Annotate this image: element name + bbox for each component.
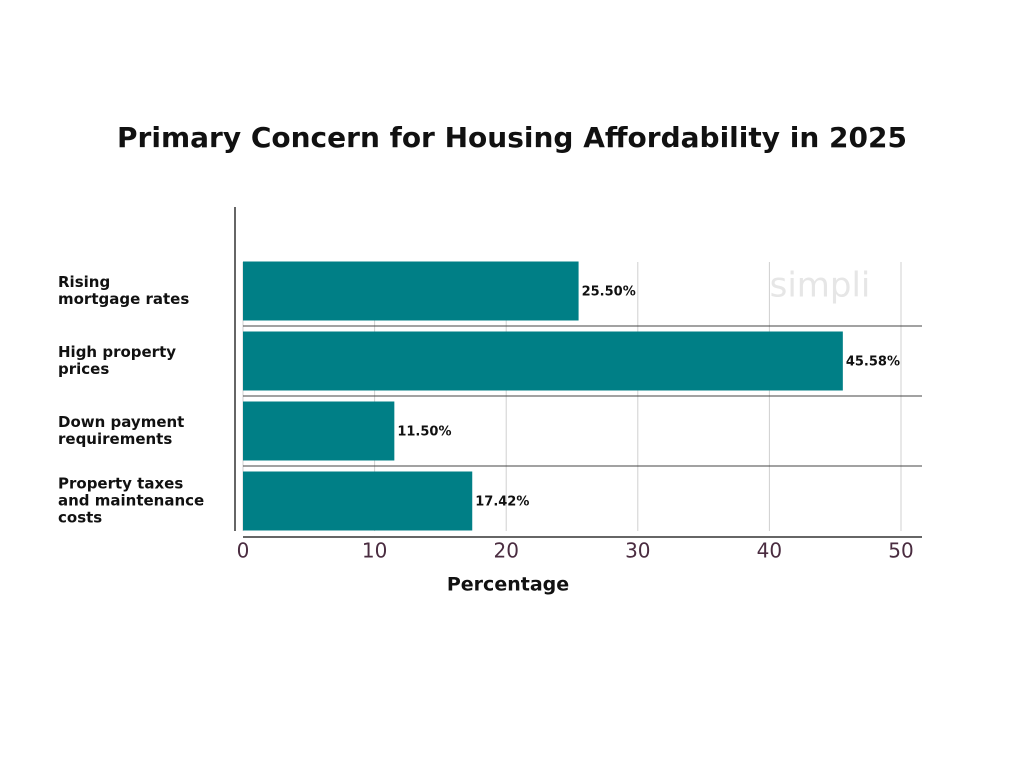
- value-label: 45.58%: [846, 355, 900, 370]
- value-label: 25.50%: [582, 285, 636, 300]
- x-tick-label: 40: [757, 539, 782, 563]
- x-tick-label: 30: [625, 539, 650, 563]
- y-tick-label: High property prices: [58, 343, 177, 378]
- y-tick-label: Property taxes and maintenance costs: [58, 474, 205, 527]
- bar: [243, 261, 579, 321]
- y-tick-label: Rising mortgage rates: [58, 273, 190, 308]
- x-tick-label: 50: [888, 539, 913, 563]
- x-tick-label: 10: [362, 539, 387, 563]
- bar: [243, 331, 843, 391]
- value-label: 11.50%: [397, 425, 451, 440]
- bar: [243, 471, 473, 531]
- x-tick-label: 20: [493, 539, 518, 563]
- x-tick-label: 0: [237, 539, 250, 563]
- value-label: 17.42%: [475, 495, 529, 510]
- chart-title: Primary Concern for Housing Affordabilit…: [117, 121, 907, 154]
- x-axis-label: Percentage: [447, 574, 569, 596]
- bar: [243, 401, 395, 461]
- watermark: simpli: [770, 266, 871, 306]
- y-tick-label: Down payment requirements: [58, 413, 185, 448]
